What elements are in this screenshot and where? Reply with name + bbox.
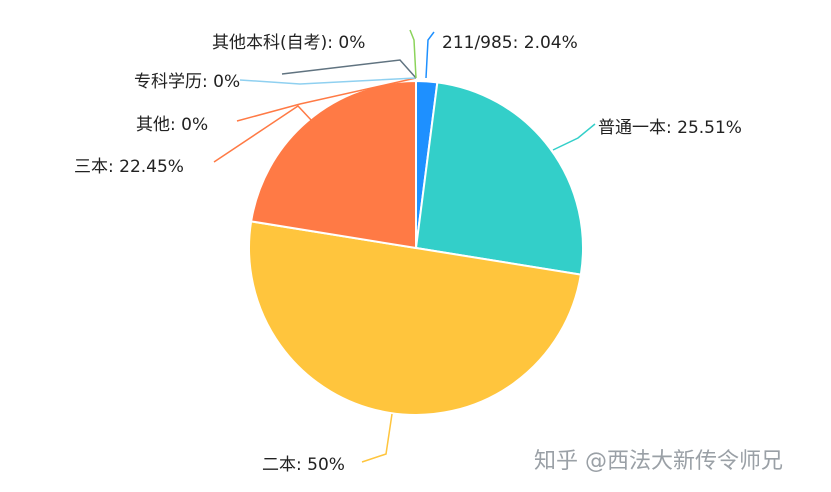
label-qita-benke-zikao: 其他本科(自考): 0% bbox=[212, 33, 365, 53]
leader-line-1 bbox=[552, 123, 596, 151]
slice-3 bbox=[249, 79, 417, 250]
leader-line-6 bbox=[281, 59, 417, 79]
label-erben: 二本: 50% bbox=[262, 455, 345, 475]
label-qita: 其他: 0% bbox=[136, 115, 208, 135]
leader-line-7 bbox=[409, 29, 417, 79]
label-sanben: 三本: 22.45% bbox=[74, 157, 184, 177]
label-211-985: 211/985: 2.04% bbox=[442, 33, 578, 53]
leader-line-5 bbox=[239, 77, 417, 85]
label-zhuanke: 专科学历: 0% bbox=[134, 72, 240, 92]
slice-2 bbox=[248, 220, 583, 416]
watermark: 知乎 @西法大新传令师兄 bbox=[534, 449, 783, 474]
leader-line-3 bbox=[213, 105, 313, 163]
leader-line-4 bbox=[236, 77, 417, 122]
leader-lines bbox=[213, 29, 596, 463]
slice-1 bbox=[414, 81, 584, 276]
leader-line-0 bbox=[425, 31, 435, 79]
pie-slices bbox=[248, 79, 584, 416]
label-putong-yiben: 普通一本: 25.51% bbox=[598, 118, 742, 138]
leader-line-2 bbox=[361, 413, 393, 463]
